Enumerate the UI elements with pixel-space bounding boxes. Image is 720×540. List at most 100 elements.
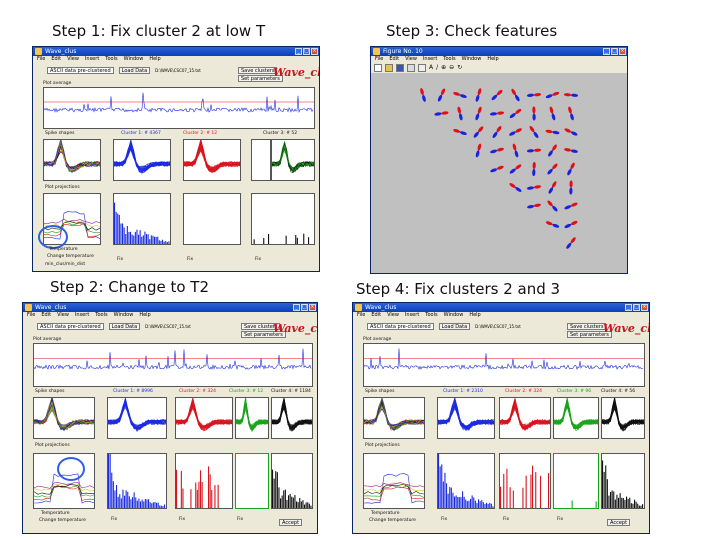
new-figure-icon[interactable] bbox=[374, 63, 382, 72]
menu-file[interactable]: File bbox=[27, 312, 36, 318]
menu-tools[interactable]: Tools bbox=[425, 312, 438, 318]
set-parameters-button[interactable]: Set parameters bbox=[567, 331, 612, 338]
menu-tools[interactable]: Tools bbox=[105, 56, 118, 62]
change-temperature-button[interactable]: Change temperature bbox=[369, 518, 416, 523]
zoom-in-icon[interactable]: ⊕ bbox=[441, 64, 447, 71]
menu-view[interactable]: View bbox=[405, 56, 417, 62]
signal-trace bbox=[44, 92, 314, 114]
histogram-bar bbox=[190, 489, 192, 508]
save-icon[interactable] bbox=[396, 63, 404, 72]
menu-view[interactable]: View bbox=[387, 312, 399, 318]
fix-checkbox-cluster3[interactable]: Fix bbox=[237, 517, 244, 522]
histogram-bar bbox=[209, 474, 211, 508]
histogram-bar bbox=[143, 501, 145, 508]
menu-insert[interactable]: Insert bbox=[422, 56, 438, 62]
menu-file[interactable]: File bbox=[375, 56, 384, 62]
menu-tools[interactable]: Tools bbox=[443, 56, 456, 62]
histogram-bar bbox=[458, 497, 460, 508]
data-type-select[interactable]: ASCII data pre-clustered bbox=[367, 323, 434, 330]
histogram-bar bbox=[156, 502, 158, 508]
menu-file[interactable]: File bbox=[357, 312, 366, 318]
fix-checkbox-cluster1[interactable]: Fix bbox=[441, 517, 448, 522]
plot-average-checkbox[interactable]: Plot average bbox=[363, 337, 392, 342]
menu-insert[interactable]: Insert bbox=[404, 312, 420, 318]
menu-insert[interactable]: Insert bbox=[74, 312, 90, 318]
spike-shapes-radio[interactable]: Spike shapes bbox=[365, 389, 395, 394]
histogram-bar bbox=[446, 483, 448, 508]
fix-checkbox-cluster1[interactable]: Fix bbox=[117, 257, 124, 262]
menu-insert[interactable]: Insert bbox=[84, 56, 100, 62]
menu-window[interactable]: Window bbox=[123, 56, 144, 62]
close-icon[interactable]: × bbox=[641, 304, 648, 311]
menu-edit[interactable]: Edit bbox=[389, 56, 400, 62]
waveform-panel-cluster1 bbox=[437, 397, 495, 439]
feature-cluster-blob bbox=[491, 94, 498, 101]
menu-window[interactable]: Window bbox=[443, 312, 464, 318]
fix-checkbox-cluster2[interactable]: Fix bbox=[179, 517, 186, 522]
plot-projections-button[interactable]: Plot projections bbox=[35, 443, 70, 448]
menu-tools[interactable]: Tools bbox=[95, 312, 108, 318]
menu-help[interactable]: Help bbox=[487, 56, 499, 62]
waveform-panel-cluster1 bbox=[113, 139, 171, 181]
menu-window[interactable]: Window bbox=[461, 56, 482, 62]
feature-cluster-blob bbox=[563, 93, 572, 97]
load-data-button[interactable]: Load Data bbox=[438, 323, 471, 330]
menu-file[interactable]: File bbox=[37, 56, 46, 62]
fix-checkbox-cluster3[interactable]: Fix bbox=[557, 517, 564, 522]
plot-projections-button[interactable]: Plot projections bbox=[365, 443, 400, 448]
text-icon[interactable]: A bbox=[429, 64, 434, 71]
menu-edit[interactable]: Edit bbox=[51, 56, 62, 62]
line-icon[interactable]: / bbox=[436, 64, 439, 71]
menu-help[interactable]: Help bbox=[139, 312, 151, 318]
fix-checkbox-cluster1[interactable]: Fix bbox=[111, 517, 118, 522]
close-icon[interactable]: × bbox=[309, 304, 316, 311]
minimize-icon[interactable]: _ bbox=[625, 304, 632, 311]
close-icon[interactable]: × bbox=[311, 48, 318, 55]
accept-button[interactable]: Accept bbox=[607, 519, 631, 526]
histogram-bar bbox=[109, 454, 111, 508]
maximize-icon[interactable]: □ bbox=[633, 304, 640, 311]
spike-shapes-radio[interactable]: Spike shapes bbox=[35, 389, 65, 394]
plot-projections-button[interactable]: Plot projections bbox=[45, 185, 80, 190]
save-clusters-button[interactable]: Save clusters bbox=[567, 323, 607, 330]
set-parameters-button[interactable]: Set parameters bbox=[241, 331, 286, 338]
change-temperature-button[interactable]: Change temperature bbox=[47, 254, 94, 259]
change-temperature-button[interactable]: Change temperature bbox=[39, 518, 86, 523]
menu-help[interactable]: Help bbox=[149, 56, 161, 62]
arrow-icon[interactable] bbox=[418, 63, 426, 72]
maximize-icon[interactable]: □ bbox=[611, 48, 618, 55]
data-type-select[interactable]: ASCII data pre-clustered bbox=[47, 67, 114, 74]
histogram-bar bbox=[150, 235, 152, 244]
menu-view[interactable]: View bbox=[67, 56, 79, 62]
menu-edit[interactable]: Edit bbox=[41, 312, 52, 318]
save-clusters-button[interactable]: Save clusters bbox=[238, 67, 278, 74]
save-clusters-button[interactable]: Save clusters bbox=[241, 323, 281, 330]
plot-average-checkbox[interactable]: Plot average bbox=[43, 81, 72, 86]
minimize-icon[interactable]: _ bbox=[603, 48, 610, 55]
accept-button[interactable]: Accept bbox=[279, 519, 303, 526]
menu-view[interactable]: View bbox=[57, 312, 69, 318]
minimize-icon[interactable]: _ bbox=[295, 48, 302, 55]
plot-average-checkbox[interactable]: Plot average bbox=[33, 337, 62, 342]
menu-window[interactable]: Window bbox=[113, 312, 134, 318]
data-type-select[interactable]: ASCII data pre-clustered bbox=[37, 323, 104, 330]
waveform-line bbox=[602, 404, 644, 427]
load-data-button[interactable]: Load Data bbox=[108, 323, 141, 330]
maximize-icon[interactable]: □ bbox=[303, 48, 310, 55]
load-data-button[interactable]: Load Data bbox=[118, 67, 151, 74]
set-parameters-button[interactable]: Set parameters bbox=[238, 75, 283, 82]
spike-shapes-radio[interactable]: Spike shapes bbox=[45, 131, 75, 136]
zoom-out-icon[interactable]: ⊖ bbox=[449, 64, 455, 71]
feature-cluster-blob bbox=[552, 205, 558, 212]
maximize-icon[interactable]: □ bbox=[301, 304, 308, 311]
minimize-icon[interactable]: _ bbox=[293, 304, 300, 311]
fix-checkbox-cluster2[interactable]: Fix bbox=[503, 517, 510, 522]
print-icon[interactable] bbox=[407, 63, 415, 72]
fix-checkbox-cluster2[interactable]: Fix bbox=[187, 257, 194, 262]
open-icon[interactable] bbox=[385, 63, 393, 72]
fix-checkbox-cluster3[interactable]: Fix bbox=[255, 257, 262, 262]
close-icon[interactable]: × bbox=[619, 48, 626, 55]
rotate-icon[interactable]: ↻ bbox=[457, 64, 463, 71]
menu-edit[interactable]: Edit bbox=[371, 312, 382, 318]
menu-help[interactable]: Help bbox=[469, 312, 481, 318]
